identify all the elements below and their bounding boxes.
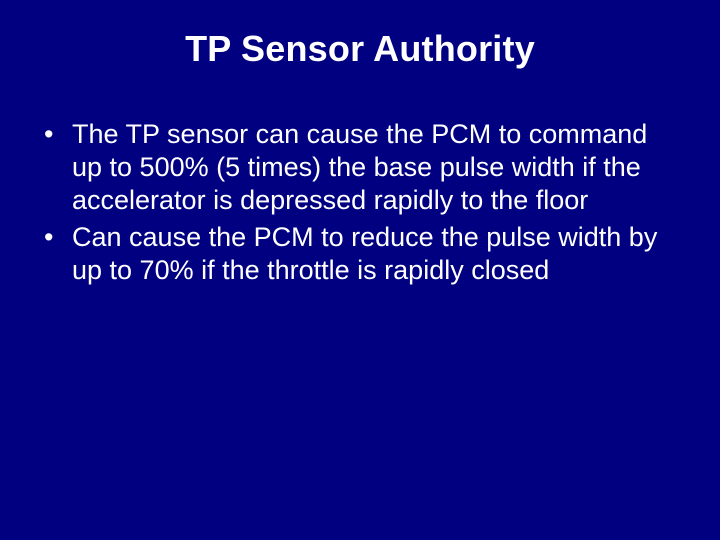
list-item: The TP sensor can cause the PCM to comma… [40, 118, 680, 217]
bullet-text: Can cause the PCM to reduce the pulse wi… [72, 222, 657, 285]
list-item: Can cause the PCM to reduce the pulse wi… [40, 221, 680, 287]
bullet-list: The TP sensor can cause the PCM to comma… [40, 118, 680, 287]
slide-body: The TP sensor can cause the PCM to comma… [0, 80, 720, 287]
slide-title: TP Sensor Authority [0, 0, 720, 80]
bullet-text: The TP sensor can cause the PCM to comma… [72, 119, 647, 215]
slide: TP Sensor Authority The TP sensor can ca… [0, 0, 720, 540]
